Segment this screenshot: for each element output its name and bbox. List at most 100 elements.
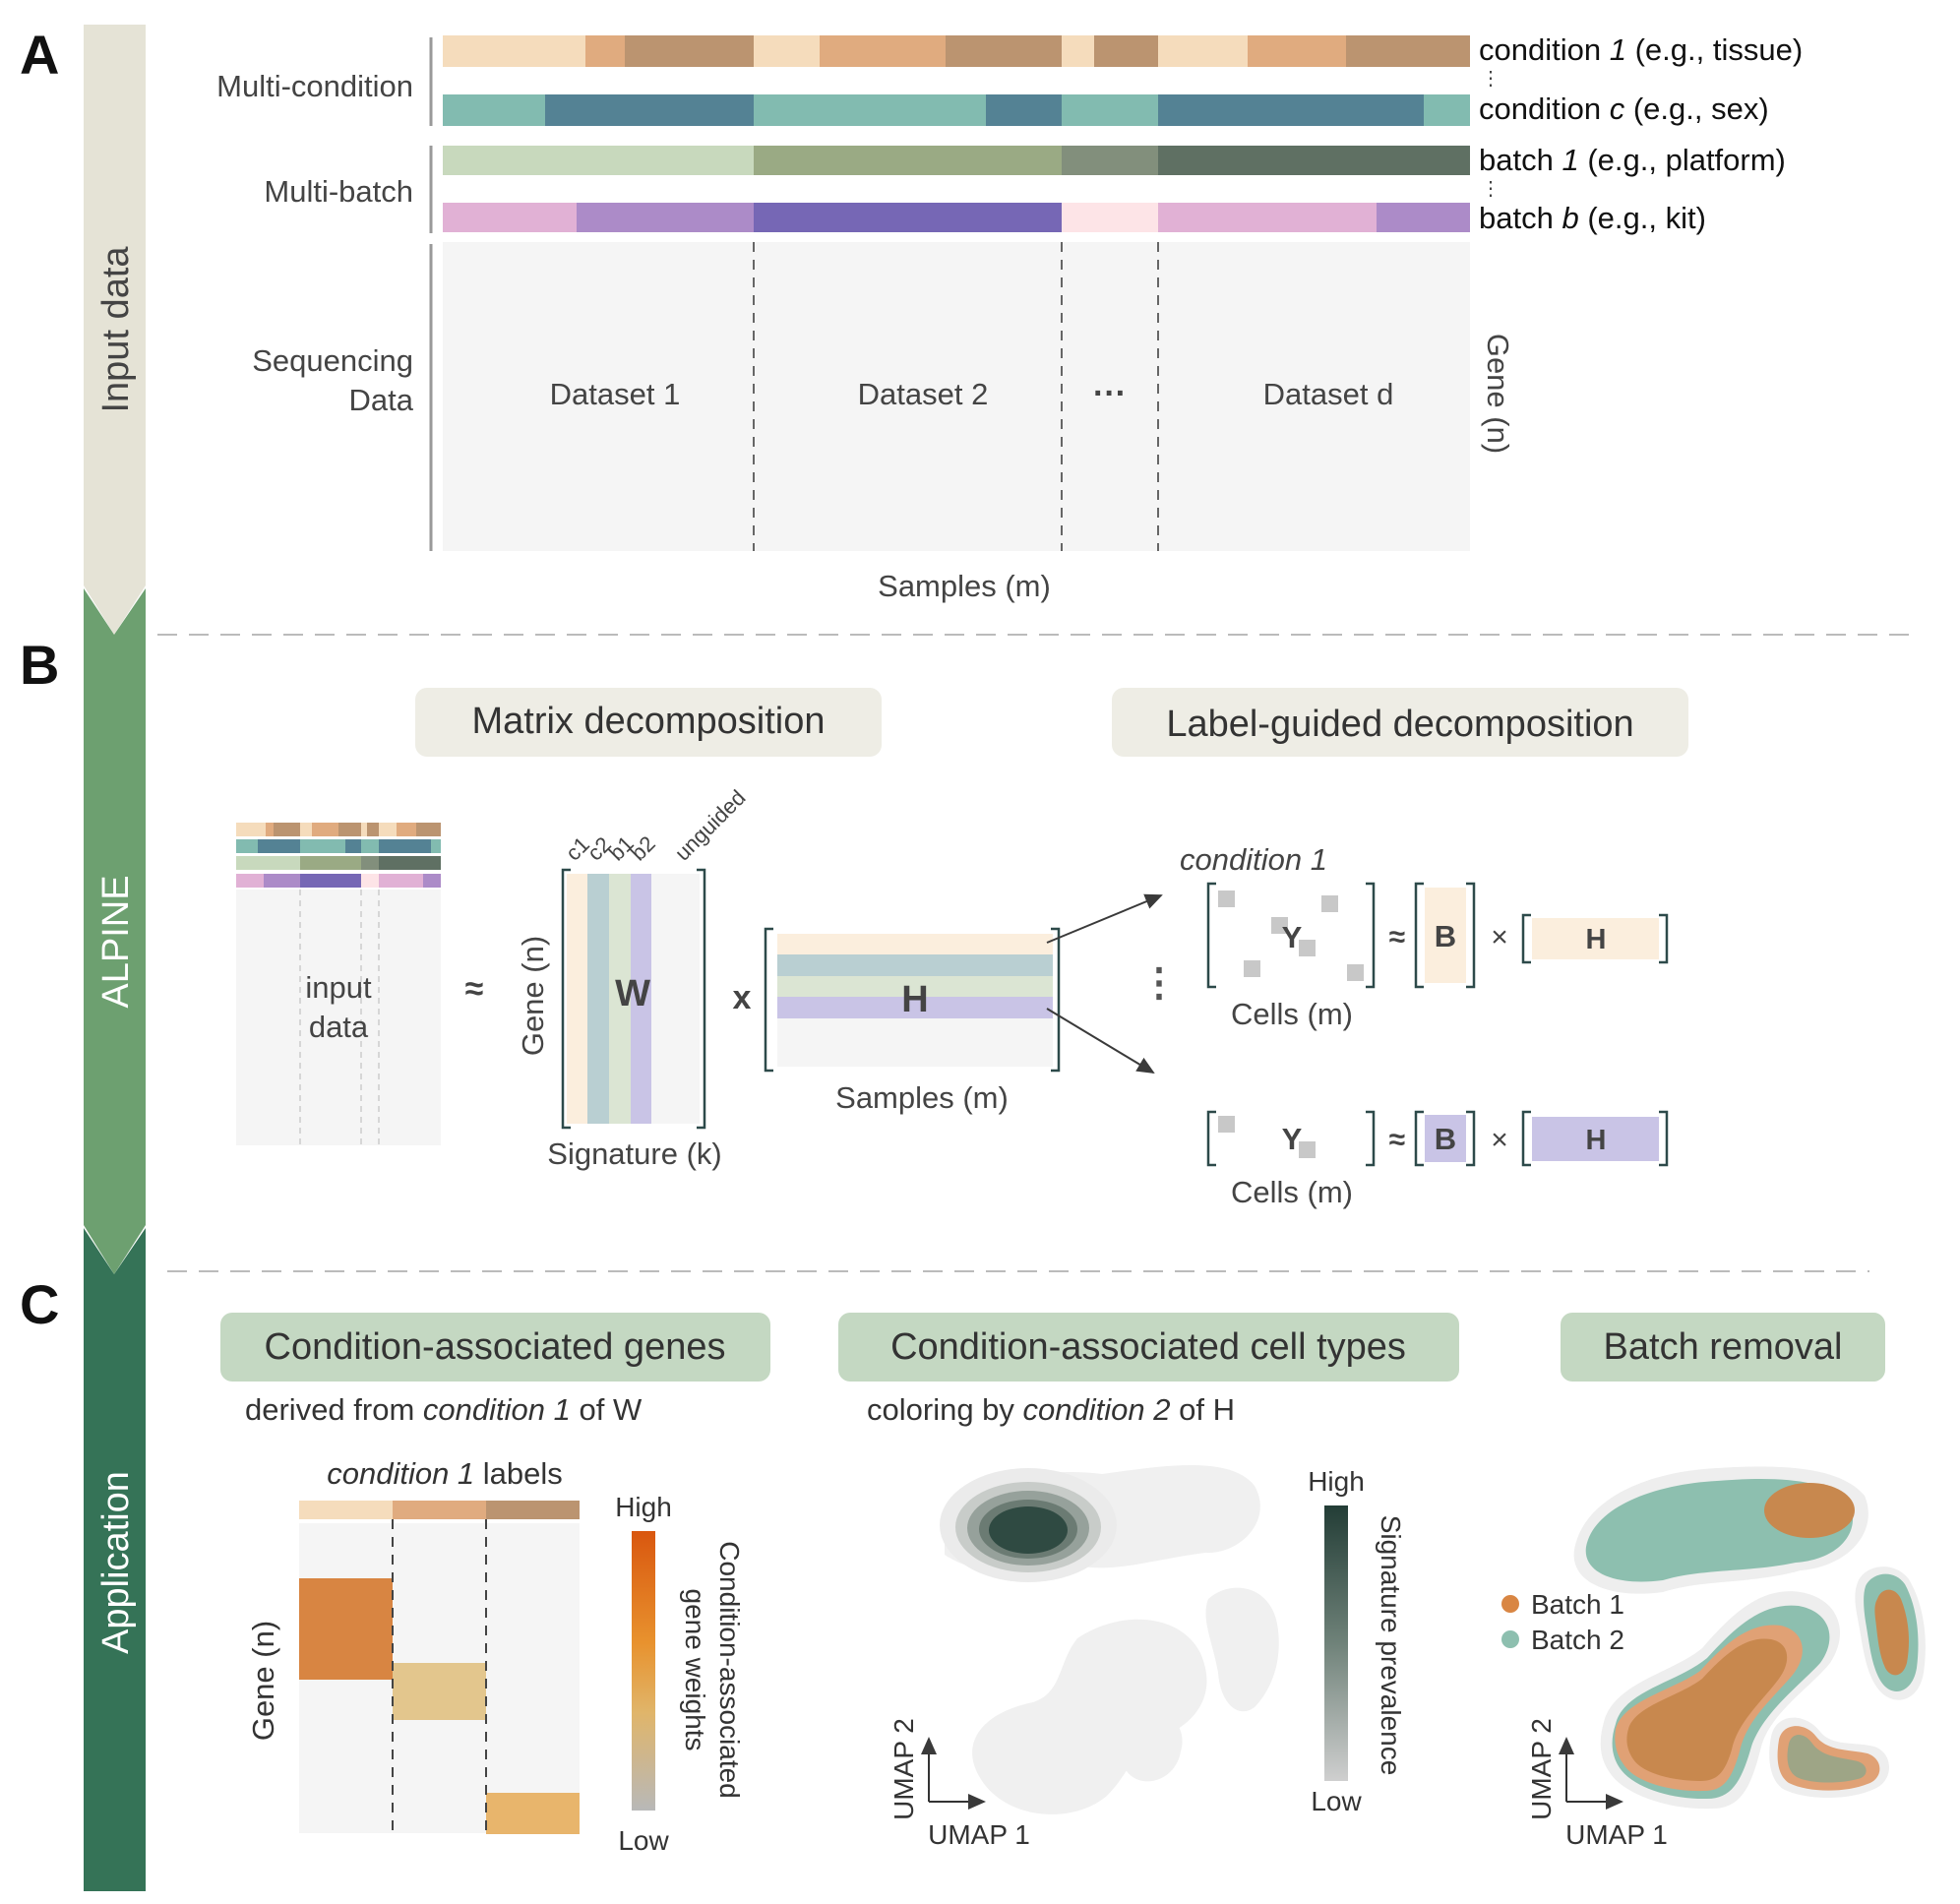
colorbar-low: Low xyxy=(1311,1786,1362,1816)
sidebar-arrow-input xyxy=(84,25,146,635)
segment xyxy=(1062,146,1158,175)
w-bracket-left xyxy=(561,868,571,1130)
w-col-unguided xyxy=(651,874,700,1124)
segment xyxy=(1062,203,1158,232)
umap-region xyxy=(1112,1709,1183,1782)
batch-2-core xyxy=(1787,1735,1867,1783)
pill-label-guided-label: Label-guided decomposition xyxy=(1166,704,1633,745)
w-signature-label: Signature (k) xyxy=(547,1136,721,1171)
segment xyxy=(1062,94,1158,126)
dataset-d-label: Dataset d xyxy=(1263,377,1394,411)
mini-bar xyxy=(397,823,416,836)
w-col-b2 xyxy=(631,874,651,1124)
heatmap-block xyxy=(299,1578,393,1680)
sidebar: Input data ALPINE Application xyxy=(84,25,146,1891)
y-cell xyxy=(1321,895,1338,912)
y-bracket-right xyxy=(1366,1110,1376,1167)
mini-bar xyxy=(264,874,300,888)
mini-bar xyxy=(300,874,361,888)
mini-bar xyxy=(258,839,300,853)
vdots-batch: ⋮ xyxy=(1481,178,1501,200)
multiply-sign: × xyxy=(1491,1124,1508,1156)
segment xyxy=(585,35,625,67)
mini-bar xyxy=(379,856,441,870)
vdots-condition: ⋮ xyxy=(1481,68,1501,90)
heatmap-gene-label: Gene (n) xyxy=(246,1621,280,1741)
y-label: Y xyxy=(1282,920,1303,954)
segment xyxy=(754,146,1062,175)
legend-batch-1-label: Batch 1 xyxy=(1531,1589,1624,1620)
panel-letter-a: A xyxy=(20,24,59,86)
segment xyxy=(1158,94,1424,126)
segment xyxy=(754,35,820,67)
y-cell xyxy=(1299,940,1316,956)
segment xyxy=(1094,35,1158,67)
mini-bar xyxy=(274,823,300,836)
label-multi-condition: Multi-condition xyxy=(216,69,413,103)
w-col-b1 xyxy=(609,874,631,1124)
segment xyxy=(820,35,946,67)
batch-1-bar xyxy=(443,146,1470,175)
segment xyxy=(1346,35,1470,67)
decomposition-batch: Y Cells (m) ≈ B × H xyxy=(1206,1110,1669,1209)
b-vector xyxy=(1425,1115,1466,1162)
h-label: H xyxy=(901,979,928,1020)
umap1-label: UMAP 1 xyxy=(1565,1819,1668,1850)
axis-gene-label: Gene (n) xyxy=(1481,334,1515,454)
umap1-label: UMAP 1 xyxy=(928,1819,1030,1850)
segment xyxy=(577,203,754,232)
segment xyxy=(443,203,577,232)
mini-bar xyxy=(236,823,266,836)
pill-label-guided xyxy=(1112,688,1688,757)
pill-genes xyxy=(220,1313,770,1382)
mini-bar xyxy=(379,839,431,853)
mini-bar xyxy=(338,823,361,836)
pill-celltypes xyxy=(838,1313,1459,1382)
w-col-label-b2: b2 xyxy=(626,831,660,866)
h-row-b2 xyxy=(777,997,1053,1018)
axis-samples-label: Samples (m) xyxy=(878,569,1051,603)
segment xyxy=(625,35,754,67)
mini-bar xyxy=(236,856,300,870)
arrow-to-batch xyxy=(1046,1008,1155,1075)
y-cell xyxy=(1347,964,1364,981)
weights-label-2: gene weights xyxy=(680,1588,710,1750)
sidebar-label-alpine: ALPINE xyxy=(95,875,137,1008)
legend-batch-2-swatch xyxy=(1501,1630,1519,1648)
y-cell xyxy=(1271,917,1288,934)
sidebar-arrow-application xyxy=(84,1228,146,1891)
colorbar-low: Low xyxy=(618,1825,669,1856)
cells-label: Cells (m) xyxy=(1231,1175,1353,1209)
w-gene-label: Gene (n) xyxy=(516,936,550,1056)
arrow-to-condition xyxy=(1046,893,1163,944)
h-row-c2 xyxy=(777,954,1053,976)
vdots-decomposition: ⋮ xyxy=(1139,961,1179,1005)
condition-1-bar xyxy=(443,35,1470,67)
batch-1-core xyxy=(1626,1638,1788,1781)
segment xyxy=(443,35,585,67)
density-contour xyxy=(989,1506,1068,1554)
batch-1-region xyxy=(1764,1483,1855,1538)
label-sequencing: Sequencing xyxy=(252,343,413,378)
segment xyxy=(1248,35,1346,67)
h-bracket-left xyxy=(764,927,773,1073)
label-sequencing-data: Data xyxy=(349,383,414,417)
approx-sign-3: ≈ xyxy=(1389,1124,1405,1156)
b-bracket-right xyxy=(1466,1110,1476,1167)
gene-heatmap: condition 1 labels Gene (n) High Low Con… xyxy=(246,1456,745,1856)
mini-bar xyxy=(300,856,361,870)
colorbar-high: High xyxy=(1308,1466,1365,1497)
umap-region xyxy=(972,1619,1207,1814)
label-condition-c: condition c (e.g., sex) xyxy=(1479,92,1769,126)
mini-bar xyxy=(361,823,367,836)
h-bracket-right xyxy=(1051,927,1061,1073)
segment xyxy=(1424,94,1470,126)
cells-label: Cells (m) xyxy=(1231,997,1353,1031)
h-small-bracket-right xyxy=(1659,1110,1669,1167)
h-vector xyxy=(1532,918,1659,959)
dataset-1-label: Dataset 1 xyxy=(550,377,681,411)
label-batch-1: batch 1 (e.g., platform) xyxy=(1479,143,1786,177)
label-bar xyxy=(486,1501,580,1519)
decomposition-condition: Y Cells (m) ≈ B × H xyxy=(1206,882,1669,1031)
h-small-bracket-left xyxy=(1521,1110,1531,1167)
